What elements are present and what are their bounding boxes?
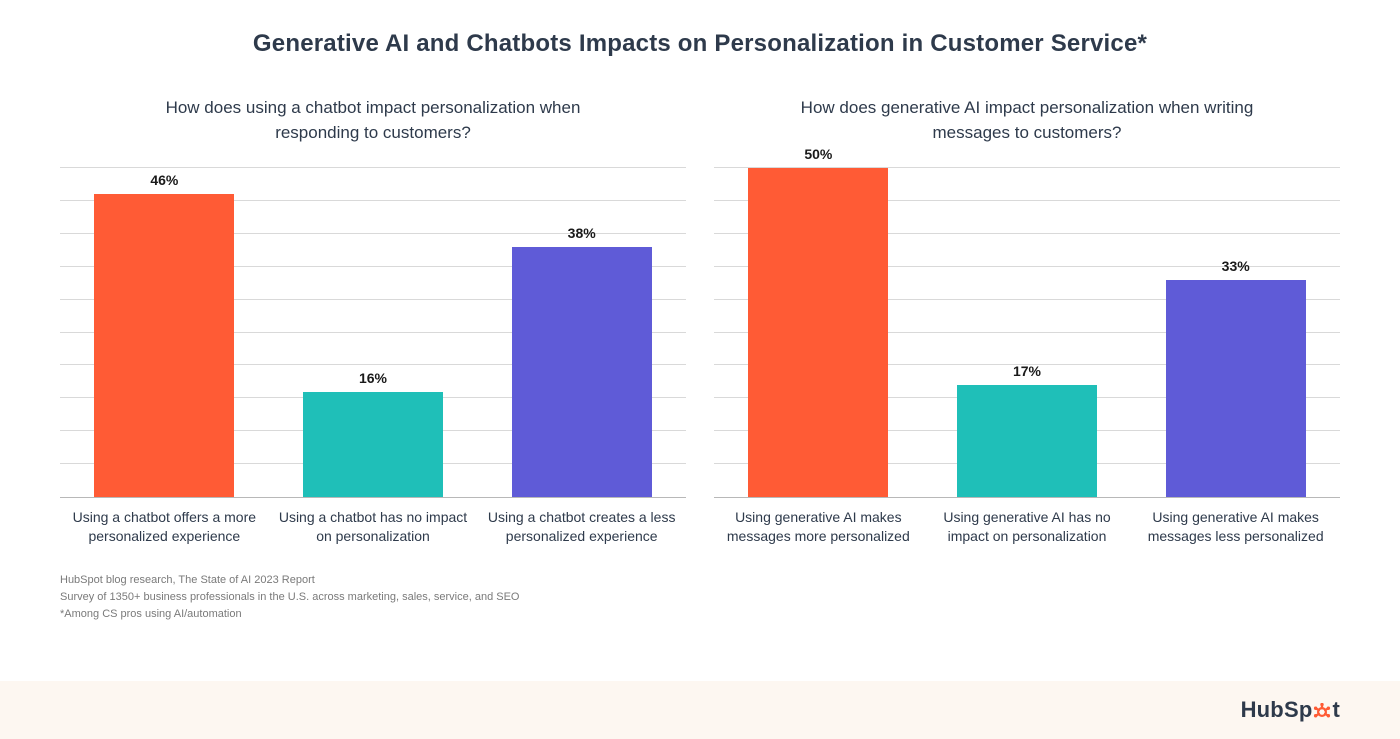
bar-value: 50% — [748, 146, 888, 162]
bar-value: 46% — [94, 172, 234, 188]
x-label: Using generative AI has no impact on per… — [923, 508, 1132, 546]
bar: 33% — [1166, 280, 1306, 497]
plot-area-left: 46% 16% 38% — [60, 168, 686, 498]
footnote-line: Survey of 1350+ business professionals i… — [60, 589, 1340, 606]
bar-slot: 33% — [1131, 168, 1340, 497]
bar-value: 17% — [957, 363, 1097, 379]
bar: 50% — [748, 168, 888, 497]
charts-row: How does using a chatbot impact personal… — [60, 94, 1340, 546]
bar: 16% — [303, 392, 443, 497]
x-label: Using a chatbot offers a more personaliz… — [60, 508, 269, 546]
bar: 17% — [957, 385, 1097, 497]
chart-subtitle-right: How does generative AI impact personaliz… — [787, 94, 1267, 148]
x-label: Using a chatbot creates a less personali… — [477, 508, 686, 546]
bars-row-right: 50% 17% 33% — [714, 168, 1340, 497]
bar: 38% — [512, 247, 652, 497]
chart-container: Generative AI and Chatbots Impacts on Pe… — [0, 0, 1400, 623]
bar-slot: 16% — [269, 168, 478, 497]
main-title: Generative AI and Chatbots Impacts on Pe… — [60, 30, 1340, 58]
chart-panel-left: How does using a chatbot impact personal… — [60, 94, 686, 546]
x-labels-right: Using generative AI makes messages more … — [714, 508, 1340, 546]
brand-prefix: HubSp — [1241, 697, 1313, 723]
plot-area-right: 50% 17% 33% — [714, 168, 1340, 498]
bar-slot: 50% — [714, 168, 923, 497]
footnotes: HubSpot blog research, The State of AI 2… — [60, 572, 1340, 623]
x-label: Using generative AI makes messages more … — [714, 508, 923, 546]
bar-slot: 17% — [923, 168, 1132, 497]
sprocket-icon — [1313, 701, 1331, 719]
bar-value: 33% — [1166, 258, 1306, 274]
brand-logo: HubSp t — [1241, 697, 1340, 723]
bar-value: 16% — [303, 370, 443, 386]
bar-value: 38% — [512, 225, 652, 241]
x-label: Using a chatbot has no impact on persona… — [269, 508, 478, 546]
x-label: Using generative AI makes messages less … — [1131, 508, 1340, 546]
bar: 46% — [94, 194, 234, 497]
footnote-line: *Among CS pros using AI/automation — [60, 606, 1340, 623]
bars-row-left: 46% 16% 38% — [60, 168, 686, 497]
footnote-line: HubSpot blog research, The State of AI 2… — [60, 572, 1340, 589]
chart-subtitle-left: How does using a chatbot impact personal… — [133, 94, 613, 148]
x-labels-left: Using a chatbot offers a more personaliz… — [60, 508, 686, 546]
bar-slot: 38% — [477, 168, 686, 497]
brand-bar: HubSp t — [0, 681, 1400, 739]
chart-panel-right: How does generative AI impact personaliz… — [714, 94, 1340, 546]
brand-suffix: t — [1332, 697, 1340, 723]
bar-slot: 46% — [60, 168, 269, 497]
